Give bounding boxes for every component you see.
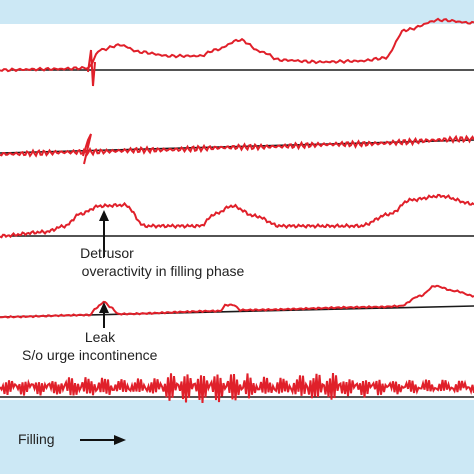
top-band [0,0,474,24]
trace-1 [0,17,474,73]
artifact-spike-1 [87,49,96,87]
trace-5 [0,373,474,403]
trace-2 [0,134,474,158]
filling-label: Filling [18,431,55,447]
trace-4 [0,284,474,319]
detrusor-label-line1: Detrusor [80,245,134,261]
leak-label-line2: S/o urge incontinence [22,347,158,363]
filling-arrow-head [114,435,126,445]
leak-arrow-head [99,302,109,313]
artifact-spike-2 [82,133,92,165]
leak-label-line1: Leak [84,329,116,345]
detrusor-arrow-head [99,210,109,221]
detrusor-label-line2: overactivity in filling phase [81,263,245,279]
bottom-band [0,400,474,474]
trace-3 [0,193,474,239]
